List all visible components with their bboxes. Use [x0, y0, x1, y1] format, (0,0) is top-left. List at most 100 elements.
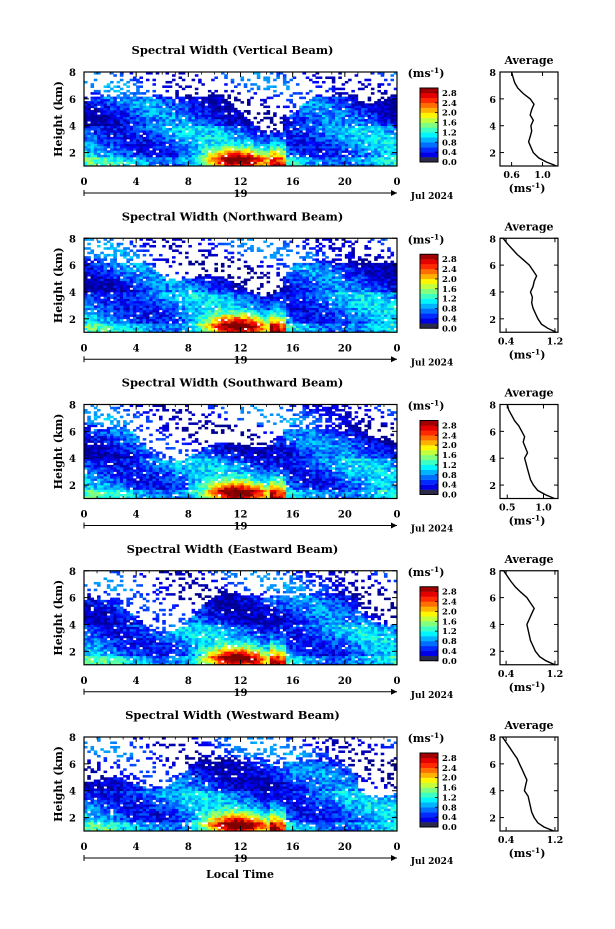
average-profile-line — [506, 404, 555, 500]
x-tick-label: 16 — [286, 177, 300, 188]
panel-title: Spectral Width (Eastward Beam) — [127, 542, 339, 556]
y-tick-label: 6 — [69, 594, 76, 605]
colorbar-tick-label: 1.2 — [442, 461, 457, 471]
colorbar-tick-label: 1.6 — [442, 617, 457, 627]
y-tick-label: 6 — [69, 760, 76, 771]
colorbar-segment — [420, 283, 438, 289]
average-y-tick-label: 2 — [489, 481, 496, 492]
average-frame — [499, 736, 559, 832]
colorbar-segment — [420, 425, 438, 431]
x-tick-label: 16 — [286, 510, 300, 521]
average-title: Average — [503, 719, 553, 732]
colorbar-unit: (ms-1) — [408, 564, 445, 579]
colorbar-segment — [420, 288, 438, 294]
colorbar-segment — [420, 479, 438, 485]
colorbar-segment — [420, 440, 438, 446]
colorbar-segment — [420, 88, 438, 94]
average-y-tick-label: 4 — [489, 122, 496, 133]
colorbar-segment — [420, 132, 438, 138]
colorbar-tick-label: 1.2 — [442, 295, 457, 305]
y-tick-label: 4 — [69, 620, 76, 631]
colorbar-segment — [420, 157, 438, 163]
colorbar-segment — [420, 606, 438, 612]
colorbar-segment — [420, 147, 438, 153]
colorbar-segment — [420, 762, 438, 768]
average-x-tick-label: 0.4 — [498, 835, 515, 846]
colorbar-segment — [420, 142, 438, 148]
average-y-tick-label: 6 — [489, 594, 496, 605]
y-tick-label: 4 — [69, 787, 76, 798]
average-x-label: (ms-1) — [509, 347, 546, 362]
colorbar-segment — [420, 596, 438, 602]
date-label: Jul 2024 — [410, 358, 453, 368]
panel-1: Spectral Width (Northward Beam)0 4 8 12 16 20… — [52, 209, 563, 368]
y-tick-label: 4 — [69, 454, 76, 465]
heatmap-cells — [84, 404, 398, 499]
x-tick-label: 8 — [185, 842, 192, 853]
colorbar-frame — [419, 420, 439, 495]
y-tick-label: 8 — [69, 733, 76, 744]
average-y-tick-label: 8 — [489, 68, 496, 79]
colorbar-segment — [420, 601, 438, 607]
colorbar-segment — [420, 464, 438, 471]
colorbar-segment — [420, 787, 438, 793]
day-label: 19 — [234, 688, 248, 699]
colorbar-segment — [420, 753, 438, 759]
x-tick-label: 8 — [185, 676, 192, 687]
colorbar-tick-label: 2.8 — [442, 89, 457, 99]
colorbar-tick-label: 2.0 — [442, 607, 457, 617]
x-tick-label: 0 — [394, 676, 401, 687]
colorbar-segment — [420, 489, 438, 495]
colorbar-segment — [420, 645, 438, 652]
colorbar-segment — [420, 782, 438, 788]
panel-title: Spectral Width (Vertical Beam) — [132, 43, 334, 57]
colorbar-segment — [420, 807, 438, 813]
date-label: Jul 2024 — [410, 691, 453, 701]
colorbar-segment — [420, 621, 438, 627]
colorbar-segment — [420, 420, 438, 426]
colorbar-segment — [420, 586, 438, 592]
colorbar-tick-label: 1.6 — [442, 451, 457, 461]
y-tick-label: 8 — [69, 567, 76, 578]
x-tick-label: 20 — [338, 343, 352, 354]
colorbar-segment — [420, 273, 438, 280]
average-title: Average — [503, 387, 553, 400]
y-tick-label: 4 — [69, 122, 76, 133]
average-y-tick-label: 6 — [489, 427, 496, 438]
y-tick-label: 2 — [69, 814, 76, 825]
y-tick-label: 6 — [69, 95, 76, 106]
average-y-tick-label: 4 — [489, 288, 496, 299]
day-label: 19 — [234, 355, 248, 366]
average-x-label: (ms-1) — [509, 181, 546, 196]
y-tick-label: 4 — [69, 288, 76, 299]
y-axis-label: Height (km) — [52, 746, 65, 822]
x-tick-label: 4 — [133, 510, 140, 521]
colorbar-tick-label: 2.0 — [442, 109, 457, 119]
y-axis-label: Height (km) — [52, 580, 65, 656]
x-tick-label: 12 — [234, 676, 248, 687]
colorbar-unit: (ms-1) — [408, 398, 445, 413]
average-y-tick-label: 4 — [489, 787, 496, 798]
colorbar-segment — [420, 611, 438, 617]
colorbar-tick-label: 0.8 — [442, 803, 457, 813]
colorbar-segment — [420, 484, 438, 490]
colorbar-segment — [420, 318, 438, 324]
colorbar-tick-label: 1.2 — [442, 627, 457, 637]
x-tick-label: 4 — [133, 177, 140, 188]
x-tick-label: 16 — [286, 343, 300, 354]
heatmap-cells — [84, 72, 398, 167]
colorbar-segment — [420, 152, 438, 158]
colorbar-segment — [420, 107, 438, 113]
colorbar-segment — [420, 308, 438, 314]
average-y-tick-label: 6 — [489, 95, 496, 106]
colorbar-tick-label: 2.4 — [442, 598, 457, 608]
shared-xlabel: Local Time — [206, 868, 274, 881]
y-axis-label: Height (km) — [52, 414, 65, 490]
average-x-tick-label: 0.4 — [498, 669, 515, 680]
average-frame — [499, 570, 559, 666]
colorbar-segment — [420, 822, 438, 828]
day-span-arrow — [391, 522, 397, 529]
average-x-label: (ms-1) — [509, 679, 546, 694]
x-tick-label: 16 — [286, 676, 300, 687]
